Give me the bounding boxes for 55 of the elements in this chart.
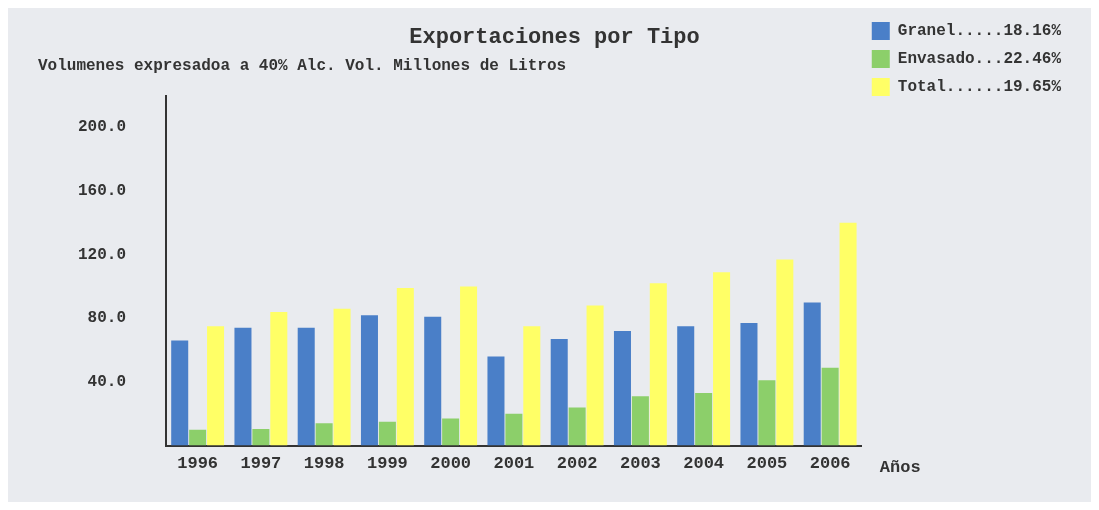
bar (568, 407, 586, 446)
x-tick-label: 1999 (366, 454, 408, 474)
bar (424, 316, 442, 446)
x-tick-label: 2006 (809, 454, 851, 474)
legend-label: Granel.....18.16% (897, 22, 1062, 41)
y-tick-label: 160.0 (77, 182, 127, 201)
x-tick-label: 2003 (619, 454, 661, 474)
bar (442, 418, 460, 446)
bar (550, 339, 568, 446)
x-tick-label: 2004 (683, 454, 725, 474)
bar (695, 393, 713, 446)
bar (378, 421, 396, 446)
bar (677, 326, 695, 446)
bar (713, 272, 731, 446)
x-tick-label: 1997 (240, 454, 282, 474)
chart-title: Exportaciones por Tipo (409, 24, 700, 50)
legend-label: Total......19.65% (897, 78, 1062, 97)
bar (839, 222, 857, 446)
bar (586, 305, 604, 446)
bar (360, 315, 378, 446)
y-tick-label: 200.0 (77, 118, 127, 137)
bar (523, 326, 541, 446)
y-tick-label: 40.0 (87, 372, 127, 391)
bar (234, 327, 252, 446)
bar (776, 259, 794, 446)
x-tick-label: 2000 (430, 454, 472, 474)
bar (252, 428, 270, 446)
bar (758, 380, 776, 446)
legend-label: Envasado...22.46% (897, 50, 1062, 69)
bar (803, 302, 821, 446)
bar (207, 326, 225, 446)
bar (297, 327, 315, 446)
x-axis-title: Años (879, 457, 921, 477)
bar (740, 323, 758, 446)
bar (487, 356, 505, 446)
bar (649, 283, 667, 446)
bar (631, 396, 649, 446)
bar (189, 429, 207, 446)
bar (505, 413, 523, 446)
x-tick-label: 2002 (556, 454, 598, 474)
x-tick-label: 2005 (746, 454, 788, 474)
x-tick-label: 1996 (177, 454, 219, 474)
y-tick-label: 80.0 (87, 309, 127, 328)
bar (171, 340, 189, 446)
x-tick-label: 1998 (303, 454, 345, 474)
bar (333, 308, 351, 446)
bar (613, 331, 631, 446)
bar (315, 423, 333, 446)
bar (396, 288, 414, 446)
chart-subtitle: Volumenes expresadoa a 40% Alc. Vol. Millones de Litros (38, 57, 567, 76)
x-tick-label: 2001 (493, 454, 535, 474)
y-tick-label: 120.0 (77, 245, 127, 264)
bar (460, 286, 478, 446)
bar (270, 311, 288, 446)
bar (821, 367, 839, 446)
